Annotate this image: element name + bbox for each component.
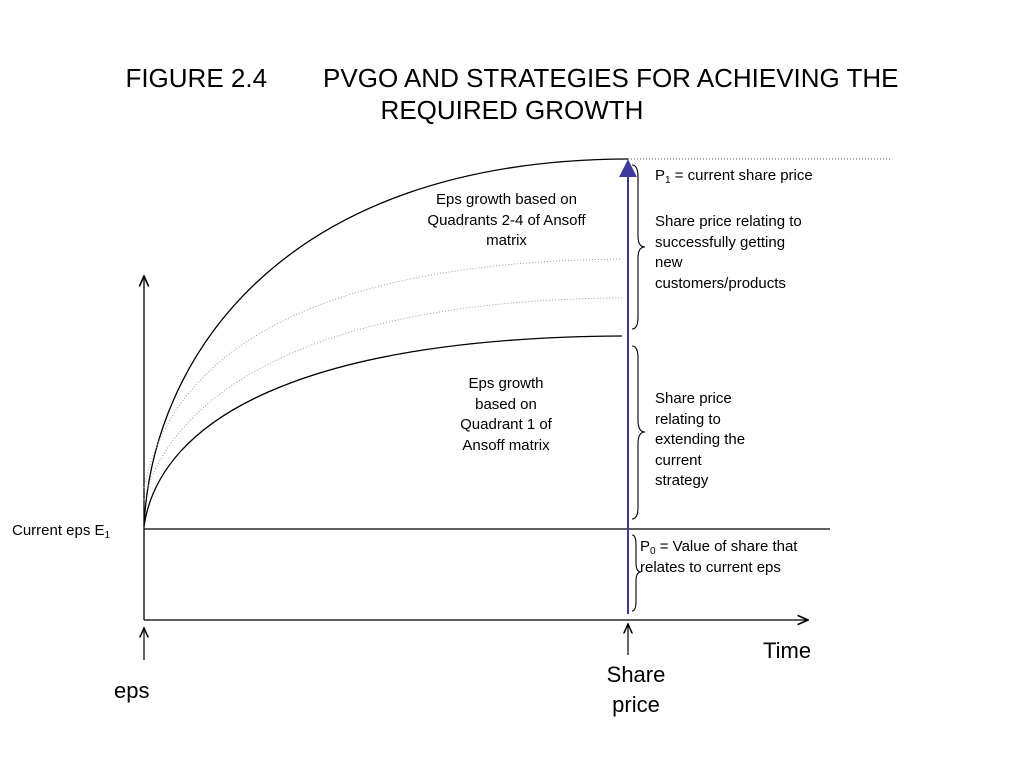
share-price-new-label: Share price relating to successfully get… [655,213,802,292]
brace-new-customers [631,164,646,330]
growth-curve-quadrant-1 [143,335,623,527]
share-price-axis-label: Share price [606,662,666,717]
brace-current-eps [631,534,642,612]
title-line-1: PVGO AND STRATEGIES FOR ACHIEVING THE [323,63,899,93]
share-price-extend-label: Share price relating to extending the cu… [655,390,746,489]
intermediate-curve-lower [143,297,623,501]
current-eps-label: Current eps E1 [12,522,111,541]
p1-label: P1 = current share price [655,167,813,186]
quadrant-1-label: Eps growth based on Quadrant 1 of Ansoff… [460,375,552,454]
time-axis-label: Time [763,638,812,663]
intermediate-curve-upper [143,258,623,489]
brace-extend-strategy [631,345,646,520]
quadrants-2-4-label: Eps growth based on Quadrants 2-4 of Ans… [427,191,586,249]
title-line-2: REQUIRED GROWTH [380,95,644,125]
figure-title: FIGURE 2.4 PVGO AND STRATEGIES FOR ACHIEV… [0,62,1024,126]
eps-axis-label: eps [114,678,150,703]
figure-number: FIGURE 2.4 [125,63,268,93]
growth-curve-quadrants-2-4 [143,158,629,527]
p0-label: P0 = Value of share that relates to curr… [640,538,798,576]
